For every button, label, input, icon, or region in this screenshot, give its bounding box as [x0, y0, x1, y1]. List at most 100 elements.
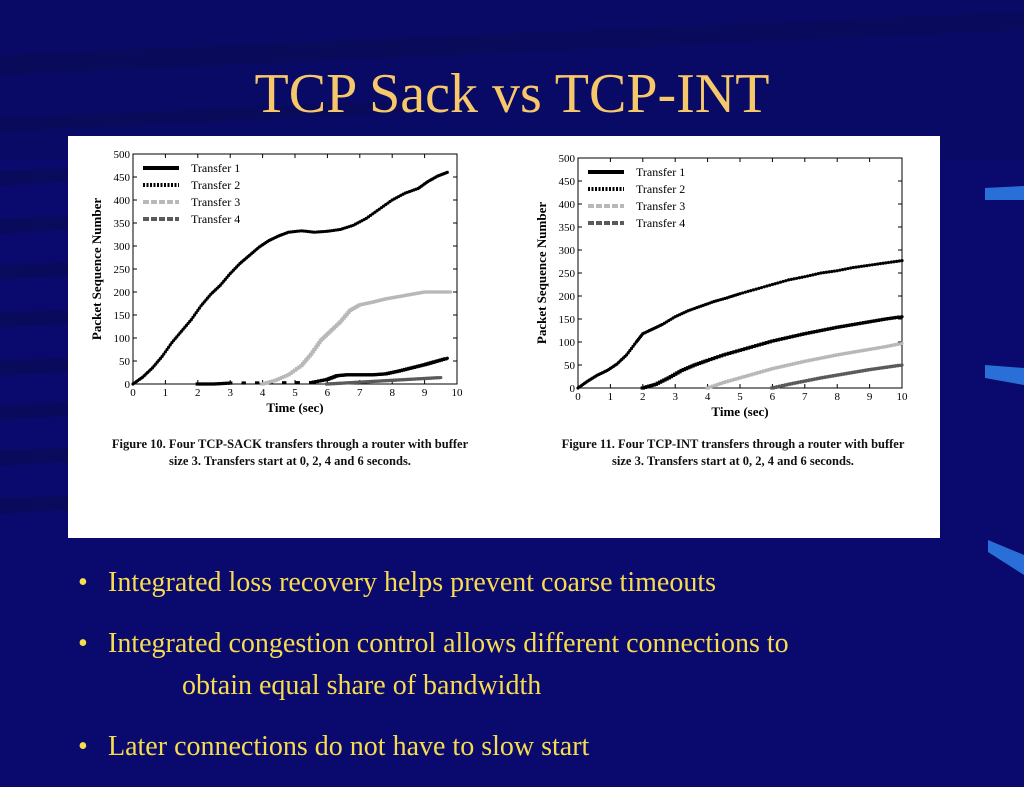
- data-point: [770, 386, 775, 390]
- data-point: [862, 321, 867, 325]
- data-point: [352, 380, 357, 385]
- data-point: [783, 364, 789, 368]
- data-point: [841, 268, 845, 272]
- data-point: [217, 382, 222, 386]
- data-point: [343, 314, 348, 318]
- data-point: [430, 376, 435, 380]
- y-tick-label: 500: [114, 149, 131, 161]
- data-point: [368, 379, 373, 384]
- plot-frame: [132, 153, 458, 385]
- data-point: [255, 381, 260, 385]
- data-point: [724, 352, 729, 356]
- data-point: [767, 367, 772, 372]
- data-point: [843, 372, 848, 376]
- data-point: [822, 271, 826, 275]
- legend-label: Transfer 4: [191, 212, 240, 226]
- data-point: [228, 381, 233, 385]
- x-tick-label: 0: [575, 391, 581, 403]
- data-point: [360, 380, 365, 384]
- data-point: [762, 341, 767, 345]
- data-point: [756, 370, 762, 375]
- data-point: [797, 276, 801, 280]
- y-tick-label: 50: [564, 360, 576, 372]
- data-point: [894, 364, 899, 368]
- data-point: [789, 382, 794, 386]
- data-point: [878, 318, 883, 322]
- data-point: [384, 379, 389, 383]
- y-tick-label: 250: [559, 268, 576, 280]
- data-point: [808, 378, 813, 382]
- chart-tcp-sack: 0 1 2 3 4 5 6 7 8 9 100501001502002503003504004505…: [89, 149, 463, 415]
- data-point: [713, 383, 718, 387]
- data-point: [840, 324, 845, 328]
- x-tick-label: 9: [422, 387, 428, 399]
- data-point: [165, 347, 169, 352]
- y-tick-label: 400: [559, 199, 576, 211]
- data-point: [835, 269, 839, 273]
- data-point: [751, 288, 756, 292]
- data-point: [400, 378, 406, 382]
- data-point: [808, 273, 812, 278]
- series-4: [770, 363, 904, 390]
- x-tick-label: 7: [357, 387, 363, 399]
- data-point: [792, 277, 796, 281]
- data-point: [856, 322, 861, 326]
- data-point: [789, 277, 793, 281]
- data-point: [344, 312, 350, 316]
- data-point: [192, 313, 197, 317]
- data-point: [889, 260, 893, 264]
- data-point: [338, 320, 343, 324]
- data-point: [448, 290, 453, 294]
- data-point: [724, 380, 729, 384]
- data-point: [741, 291, 745, 295]
- data-point: [808, 358, 813, 362]
- data-point: [900, 258, 904, 263]
- data-point: [870, 347, 875, 351]
- data-point: [775, 338, 780, 342]
- data-point: [198, 382, 203, 386]
- y-tick-label: 50: [119, 356, 131, 368]
- data-point: [897, 259, 901, 263]
- data-point: [794, 361, 799, 365]
- data-point: [778, 384, 783, 388]
- data-point: [791, 381, 797, 385]
- data-point: [873, 262, 877, 267]
- data-point: [376, 379, 381, 383]
- data-point: [163, 350, 167, 354]
- data-point: [819, 271, 823, 275]
- bullet-dot: •: [78, 567, 88, 598]
- data-point: [203, 382, 209, 386]
- data-point: [713, 356, 718, 360]
- series-2: [640, 315, 904, 390]
- data-point: [222, 381, 227, 385]
- data-point: [211, 382, 217, 386]
- data-point: [764, 368, 770, 372]
- caption-figure-11-line2: size 3. Transfers start at 0, 2, 4 and 6…: [612, 454, 854, 468]
- data-point: [867, 368, 872, 372]
- data-point: [791, 362, 797, 366]
- data-point: [840, 352, 845, 356]
- data-point: [786, 335, 791, 339]
- caption-figure-10-line1: Figure 10. Four TCP-SACK transfers throu…: [111, 437, 469, 451]
- data-point: [737, 348, 743, 352]
- series-1: [131, 170, 449, 386]
- data-point: [729, 350, 735, 355]
- data-point: [727, 379, 732, 383]
- data-point: [870, 319, 875, 323]
- data-point: [832, 353, 837, 358]
- data-point: [315, 343, 320, 347]
- data-point: [832, 326, 837, 330]
- decor-bar-3: [988, 540, 1024, 575]
- data-point: [319, 378, 325, 383]
- data-point: [196, 308, 200, 312]
- data-point: [721, 353, 726, 357]
- data-point: [886, 344, 891, 348]
- data-point: [897, 315, 902, 319]
- data-point: [786, 382, 791, 386]
- data-point: [837, 352, 843, 357]
- chart-tcp-int: 0 1 2 3 4 5 6 7 8 9 100501001502002503003504004505…: [534, 153, 908, 419]
- data-point: [805, 378, 810, 383]
- data-point: [716, 355, 721, 359]
- y-tick-label: 450: [559, 176, 576, 188]
- data-point: [851, 350, 856, 354]
